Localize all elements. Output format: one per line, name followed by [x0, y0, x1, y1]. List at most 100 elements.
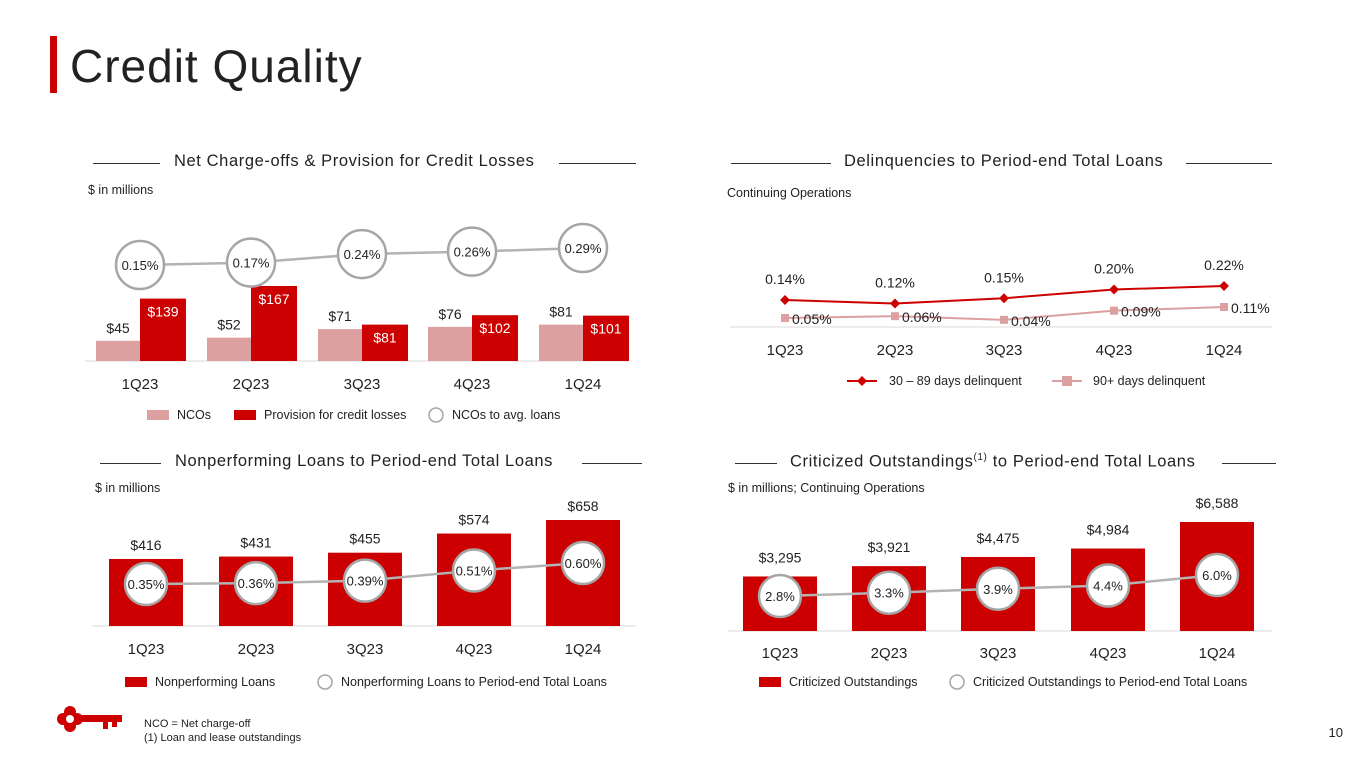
chart4-bar-label: $3,921 [868, 539, 911, 555]
chart1-ratio-label: 0.17% [233, 256, 270, 271]
chart2-category-label: 3Q23 [986, 342, 1023, 359]
chart1-legend-provision-swatch [234, 410, 256, 420]
chart1-legend-ratio-swatch [428, 407, 444, 423]
chart3-ratio-label: 0.60% [565, 556, 602, 571]
chart3-ratio-label: 0.36% [238, 576, 275, 591]
chart4-category-label: 1Q23 [762, 645, 799, 662]
chart1-provision-label: $101 [590, 321, 621, 337]
chart1-nco-label: $45 [106, 320, 130, 336]
chart4-bar-label: $4,475 [977, 530, 1020, 546]
chart3-bar-label: $574 [458, 512, 489, 528]
chart1-legend-ratio-label: NCOs to avg. loans [452, 408, 560, 422]
chart1-category-label: 2Q23 [233, 376, 270, 393]
page-title: Credit Quality [70, 40, 363, 92]
chart1-provision-label: $139 [147, 304, 178, 320]
chart4-ratio-label: 6.0% [1202, 568, 1232, 583]
title-accent-bar [50, 36, 57, 93]
chart2-category-label: 4Q23 [1096, 342, 1133, 359]
chart2-30-89-marker [780, 295, 790, 305]
chart3-legend-ratio-swatch [317, 674, 333, 690]
chart4-category-label: 4Q23 [1090, 645, 1127, 662]
chart3-bar-label: $455 [349, 531, 380, 547]
chart2-category-label: 2Q23 [877, 342, 914, 359]
chart1-provision-bar [362, 324, 408, 361]
chart1-nco-bar [96, 340, 140, 361]
chart4-ratio-marker [757, 573, 803, 619]
chart1-provision-label: $167 [258, 291, 289, 307]
footnote-nco: NCO = Net charge-off [144, 718, 251, 730]
chart3-legend-ratio-label: Nonperforming Loans to Period-end Total … [341, 675, 607, 689]
chart3-ratio-label: 0.39% [347, 574, 384, 589]
chart2-legend-30-89-label: 30 – 89 days delinquent [889, 374, 1022, 388]
heading-rule [735, 463, 777, 464]
chart3-category-label: 2Q23 [238, 641, 275, 658]
chart3-category-label: 4Q23 [456, 641, 493, 658]
chart1-ratio-label: 0.15% [122, 258, 159, 273]
chart2-90plus-marker [781, 314, 789, 322]
chart2-legend-90plus-label: 90+ days delinquent [1093, 374, 1206, 388]
chart4-ratio-marker [866, 570, 912, 615]
chart3-category-label: 1Q24 [565, 641, 602, 658]
chart2-legend-90plus-marker [1062, 376, 1072, 386]
panel-2-heading: Delinquencies to Period-end Total Loans [731, 152, 1272, 172]
chart2-30-89-label: 0.20% [1094, 261, 1134, 277]
chart3-category-label: 3Q23 [347, 641, 384, 658]
chart3-bar-label: $416 [130, 537, 161, 553]
chart2-90plus-label: 0.04% [1011, 313, 1051, 329]
panel-2-title: Delinquencies to Period-end Total Loans [844, 152, 1164, 170]
chart4-bar-label: $4,984 [1087, 522, 1130, 538]
chart1-category-label: 1Q23 [122, 376, 159, 393]
panel-2-subtitle: Continuing Operations [727, 186, 852, 200]
panel-4-title-suffix: to Period-end Total Loans [992, 452, 1196, 471]
heading-rule [93, 163, 160, 164]
chart1-category-label: 4Q23 [454, 376, 491, 393]
chart2-30-89-label: 0.15% [984, 269, 1024, 285]
chart4-bar-label: $6,588 [1196, 495, 1239, 511]
chart1-ratio-marker [446, 226, 498, 277]
chart1-nco-bar [318, 329, 362, 361]
chart2-30-89-label: 0.12% [875, 275, 915, 291]
chart1-provision-bar [140, 298, 186, 361]
chart2-30-89-marker [1109, 284, 1119, 295]
chart1-nco-label: $81 [549, 304, 573, 320]
chart2-90plus-label: 0.11% [1231, 300, 1270, 316]
chart1-legend-nco-label: NCOs [177, 408, 211, 422]
panel-3-heading: Nonperforming Loans to Period-end Total … [100, 452, 642, 472]
panel-4-subtitle: $ in millions; Continuing Operations [728, 481, 925, 495]
chart3-ratio-marker [560, 540, 606, 586]
footnote-loans: (1) Loan and lease outstandings [144, 732, 302, 744]
chart2-90plus-label: 0.05% [792, 311, 832, 327]
chart1-nco-bar [539, 324, 583, 361]
panel-1-title: Net Charge-offs & Provision for Credit L… [174, 152, 535, 170]
chart1-ratio-label: 0.29% [565, 241, 602, 256]
chart2-category-label: 1Q23 [767, 342, 804, 359]
chart4-bar-label: $3,295 [759, 549, 802, 565]
chart2-90plus-marker [1220, 303, 1228, 311]
panel-3-title: Nonperforming Loans to Period-end Total … [175, 452, 554, 470]
chart1-ratio-marker [336, 228, 388, 280]
chart1-provision-label: $81 [373, 330, 397, 346]
heading-rule [582, 463, 642, 464]
page-number: 10 [1328, 725, 1343, 740]
chart3-legend-bars-label: Nonperforming Loans [155, 675, 275, 689]
chart1-ratio-label: 0.24% [344, 247, 381, 262]
chart3-ratio-label: 0.51% [456, 564, 493, 579]
panel-3-subtitle: $ in millions [95, 481, 161, 495]
chart3-ratio-label: 0.35% [128, 577, 165, 592]
chart1-legend-provision-label: Provision for credit losses [264, 408, 406, 422]
chart3-legend-bars-swatch [125, 677, 147, 687]
chart2-90plus-marker [1110, 306, 1118, 315]
chart3-ratio-marker [123, 561, 169, 607]
heading-rule [100, 463, 161, 464]
chart3-ratio-marker [342, 558, 388, 603]
chart4-legend-bars-label: Criticized Outstandings [789, 675, 918, 689]
heading-rule [1186, 163, 1272, 164]
panel-4-title: Criticized Outstandings(1) to Period-end… [790, 452, 1195, 472]
chart2-30-89-label: 0.22% [1204, 257, 1244, 273]
chart1-nco-bar [207, 337, 251, 361]
heading-rule [1222, 463, 1276, 464]
chart1-provision-bar [472, 315, 518, 361]
chart1-ratio-label: 0.26% [454, 245, 491, 260]
chart3-bar-label: $431 [240, 535, 271, 551]
